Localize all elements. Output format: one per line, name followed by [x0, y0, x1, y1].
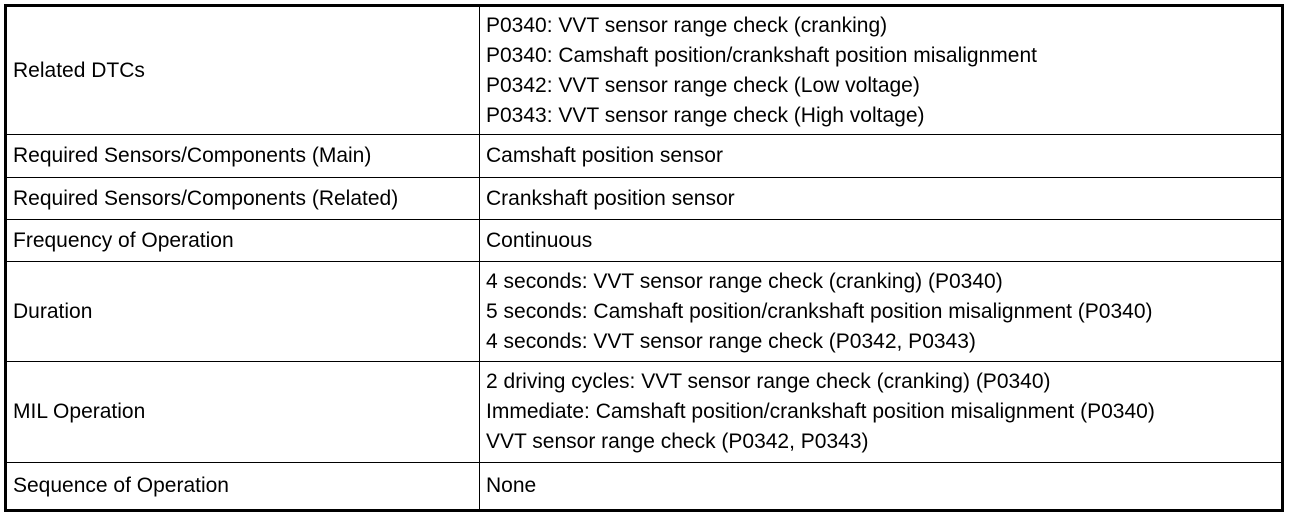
value-line: VVT sensor range check (P0342, P0343): [486, 430, 869, 453]
row-label-frequency: Frequency of Operation: [7, 220, 480, 262]
value-line: Immediate: Camshaft position/crankshaft …: [486, 400, 1155, 423]
row-value-frequency: Continuous: [480, 220, 1281, 262]
value-line: 4 seconds: VVT sensor range check (P0342…: [486, 329, 976, 353]
row-value-duration: 4 seconds: VVT sensor range check (crank…: [480, 262, 1281, 362]
value-line: Crankshaft position sensor: [486, 186, 735, 210]
value-line: Continuous: [486, 228, 593, 252]
row-label-related-dtcs: Related DTCs: [7, 7, 480, 135]
row-value-mil-operation: 2 driving cycles: VVT sensor range check…: [480, 362, 1281, 463]
row-value-sequence: None: [480, 463, 1281, 509]
row-label-related-components: Required Sensors/Components (Related): [7, 178, 480, 220]
value-line: P0340: Camshaft position/crankshaft posi…: [486, 43, 1037, 67]
row-label-duration: Duration: [7, 262, 480, 362]
row-value-related-dtcs: P0340: VVT sensor range check (cranking)…: [480, 7, 1281, 135]
value-line: Camshaft position sensor: [486, 144, 723, 167]
value-line: 5 seconds: Camshaft position/crankshaft …: [486, 299, 1153, 323]
value-line: P0342: VVT sensor range check (Low volta…: [486, 73, 920, 97]
value-line: P0343: VVT sensor range check (High volt…: [486, 103, 925, 127]
value-line: None: [486, 474, 537, 497]
row-value-related-components: Crankshaft position sensor: [480, 178, 1281, 220]
value-line: 2 driving cycles: VVT sensor range check…: [486, 370, 1051, 393]
row-label-main-components: Required Sensors/Components (Main): [7, 135, 480, 178]
row-label-sequence: Sequence of Operation: [7, 463, 480, 509]
row-value-main-components: Camshaft position sensor: [480, 135, 1281, 178]
value-line: P0340: VVT sensor range check (cranking): [486, 13, 888, 37]
row-label-mil-operation: MIL Operation: [7, 362, 480, 463]
value-line: 4 seconds: VVT sensor range check (crank…: [486, 269, 1003, 293]
spec-table: Related DTCs P0340: VVT sensor range che…: [4, 4, 1284, 512]
